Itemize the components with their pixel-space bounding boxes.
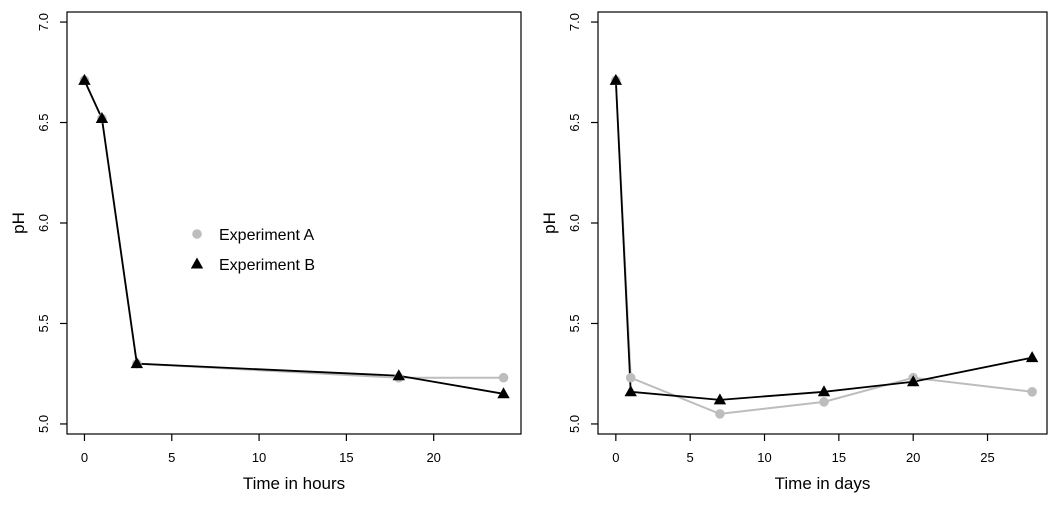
series-line-experiment-a: [614, 80, 1033, 415]
x-axis-title: Time in hours: [243, 474, 345, 493]
data-point: [1027, 387, 1037, 397]
data-point: [713, 393, 727, 405]
data-point: [78, 73, 91, 85]
x-tick-label: 25: [980, 450, 994, 465]
y-axis-title: pH: [9, 212, 28, 234]
x-axis-title: Time in days: [775, 474, 871, 493]
y-tick-label: 6.0: [36, 214, 51, 232]
y-tick-label: 5.5: [567, 314, 582, 332]
y-tick-label: 5.0: [36, 415, 51, 433]
x-tick-label: 20: [906, 450, 920, 465]
data-point: [392, 369, 405, 381]
x-tick-label: 10: [757, 450, 771, 465]
plot-frame: [597, 11, 1048, 435]
data-point: [609, 73, 623, 85]
legend-label: Experiment B: [219, 257, 315, 274]
legend-label: Experiment A: [219, 227, 314, 244]
y-axis-title: pH: [540, 212, 559, 234]
y-tick-label: 7.0: [567, 13, 582, 31]
x-tick-label: 0: [612, 450, 619, 465]
y-tick-label: 5.5: [36, 314, 51, 332]
legend-marker-circle: [192, 229, 202, 239]
data-point: [906, 375, 920, 387]
data-point: [819, 397, 829, 407]
data-point: [715, 409, 725, 419]
y-tick-label: 7.0: [36, 13, 51, 31]
data-point: [624, 385, 637, 397]
y-tick-label: 5.0: [567, 415, 582, 433]
data-point: [95, 112, 109, 124]
x-tick-label: 5: [168, 450, 175, 465]
data-point: [817, 385, 831, 397]
data-point: [498, 372, 509, 383]
x-tick-label: 10: [252, 450, 266, 465]
y-tick-label: 6.5: [36, 113, 51, 131]
data-point: [1025, 351, 1039, 363]
legend-marker-triangle: [190, 257, 204, 269]
x-tick-label: 15: [832, 450, 846, 465]
data-point: [497, 387, 510, 399]
x-tick-label: 5: [687, 450, 694, 465]
y-tick-label: 6.5: [567, 113, 582, 131]
chart-panel-2: 0 5 10 15 20 25 5.0 5.5 6.0 6.5 7.0 Time in days pH: [540, 11, 1048, 493]
data-point: [625, 372, 636, 383]
chart-panel-1: 0 5 10 15 20 5.0 5.5 6.0 6.5 7.0 Time in hours pH Ex…: [9, 11, 522, 493]
y-tick-label: 6.0: [567, 214, 582, 232]
x-tick-label: 20: [426, 450, 440, 465]
series-line-experiment-b: [614, 80, 1033, 401]
x-tick-label: 15: [339, 450, 353, 465]
x-tick-label: 0: [81, 450, 88, 465]
data-point: [130, 357, 144, 369]
chart-legend: Experiment A Experiment B: [190, 227, 315, 274]
